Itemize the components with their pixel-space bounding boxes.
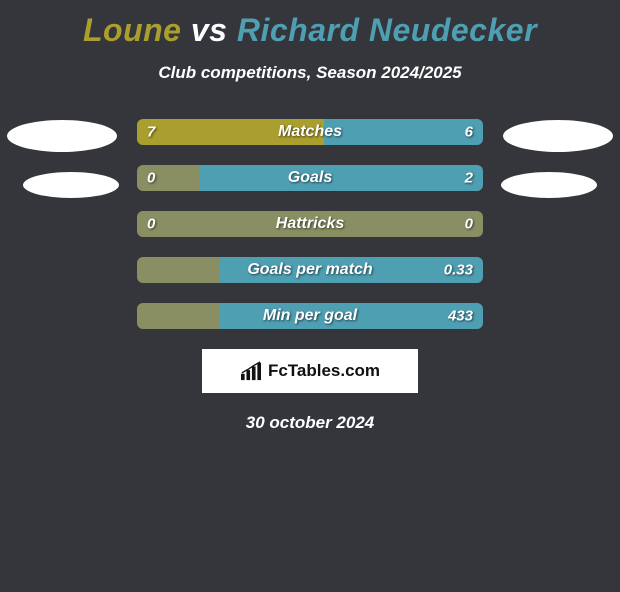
stat-row: Goals per match 0.33 xyxy=(137,257,483,283)
stat-value-right: 6 xyxy=(465,124,473,141)
brand-box[interactable]: FcTables.com xyxy=(202,349,418,393)
brand-name: FcTables.com xyxy=(268,361,380,381)
stat-row: Hattricks 0 0 xyxy=(137,211,483,237)
stat-bars: Matches 7 6 Goals 0 2 Hattricks 0 0 Goals per mat… xyxy=(137,119,483,329)
stat-value-right: 433 xyxy=(448,308,473,325)
player1-avatar-placeholder xyxy=(6,119,118,153)
stat-value-right: 2 xyxy=(465,170,473,187)
stat-value-left: 0 xyxy=(147,216,155,233)
stat-label: Matches xyxy=(278,123,342,141)
player2-name: Richard Neudecker xyxy=(237,12,537,48)
comparison-title: Loune vs Richard Neudecker xyxy=(0,12,620,49)
snapshot-date: 30 october 2024 xyxy=(0,413,620,433)
stat-label: Min per goal xyxy=(263,307,357,325)
stat-value-right: 0 xyxy=(465,216,473,233)
stat-value-left: 0 xyxy=(147,170,155,187)
stat-label: Goals xyxy=(288,169,332,187)
stat-row: Min per goal 433 xyxy=(137,303,483,329)
comparison-stage: Matches 7 6 Goals 0 2 Hattricks 0 0 Goals per mat… xyxy=(0,119,620,433)
subtitle: Club competitions, Season 2024/2025 xyxy=(0,63,620,83)
stat-value-right: 0.33 xyxy=(444,262,473,279)
stat-bar-right xyxy=(324,119,483,145)
player1-name: Loune xyxy=(83,12,181,48)
stat-value-left: 7 xyxy=(147,124,155,141)
stat-bar-left xyxy=(137,257,220,283)
stat-row: Matches 7 6 xyxy=(137,119,483,145)
player2-club-placeholder xyxy=(500,171,598,199)
stat-row: Goals 0 2 xyxy=(137,165,483,191)
stat-label: Hattricks xyxy=(276,215,344,233)
brand-chart-icon xyxy=(240,361,262,381)
vs-word: vs xyxy=(191,12,228,48)
player2-avatar-placeholder xyxy=(502,119,614,153)
stat-label: Goals per match xyxy=(247,261,372,279)
stat-bar-right xyxy=(199,165,483,191)
player1-club-placeholder xyxy=(22,171,120,199)
stat-bar-left xyxy=(137,303,220,329)
